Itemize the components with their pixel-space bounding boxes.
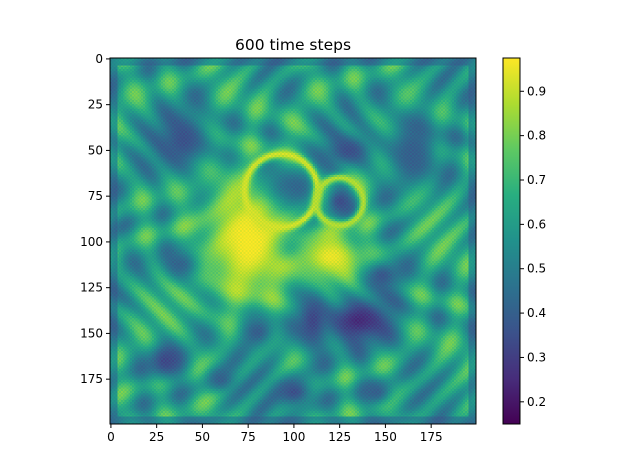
- y-tick-label: 175: [80, 372, 103, 386]
- x-tick-label: 0: [107, 430, 115, 444]
- y-tick-label: 75: [88, 189, 103, 203]
- y-tick-label: 125: [80, 281, 103, 295]
- colorbar-tick-label: 0.5: [527, 262, 546, 276]
- colorbar: 0.2 0.3 0.4 0.5 0.6 0.7 0.8 0.9: [502, 57, 546, 425]
- colorbar-tick-label: 0.3: [527, 350, 546, 364]
- colorbar-tick-label: 0.7: [527, 173, 546, 187]
- colorbar-tick-label: 0.6: [527, 217, 546, 231]
- x-tick-label: 100: [282, 430, 305, 444]
- chart-title: 600 time steps: [235, 36, 351, 54]
- x-axis: 0 25 50 75 100 125 150 175: [107, 424, 443, 444]
- y-tick-label: 25: [88, 98, 103, 112]
- x-tick-label: 25: [149, 430, 164, 444]
- x-tick-label: 75: [241, 430, 256, 444]
- y-tick-label: 150: [80, 326, 103, 340]
- y-axis: 0 25 50 75 100 125 150 175: [80, 52, 110, 386]
- x-tick-label: 175: [420, 430, 443, 444]
- x-tick-label: 125: [328, 430, 351, 444]
- y-tick-label: 100: [80, 235, 103, 249]
- colorbar-axis: 0.2 0.3 0.4 0.5 0.6 0.7 0.8 0.9: [520, 84, 546, 409]
- colorbar-tick-label: 0.2: [527, 395, 546, 409]
- y-tick-label: 50: [88, 143, 103, 157]
- colorbar-gradient: [502, 57, 521, 425]
- colorbar-tick-label: 0.8: [527, 129, 546, 143]
- colorbar-tick-label: 0.4: [527, 306, 546, 320]
- colorbar-tick-label: 0.9: [527, 84, 546, 98]
- plot-frame: [109, 57, 477, 425]
- y-tick-label: 0: [95, 52, 103, 66]
- heatmap-image: [110, 58, 476, 424]
- x-tick-label: 50: [195, 430, 210, 444]
- plot-area: [109, 57, 477, 425]
- x-tick-label: 150: [374, 430, 397, 444]
